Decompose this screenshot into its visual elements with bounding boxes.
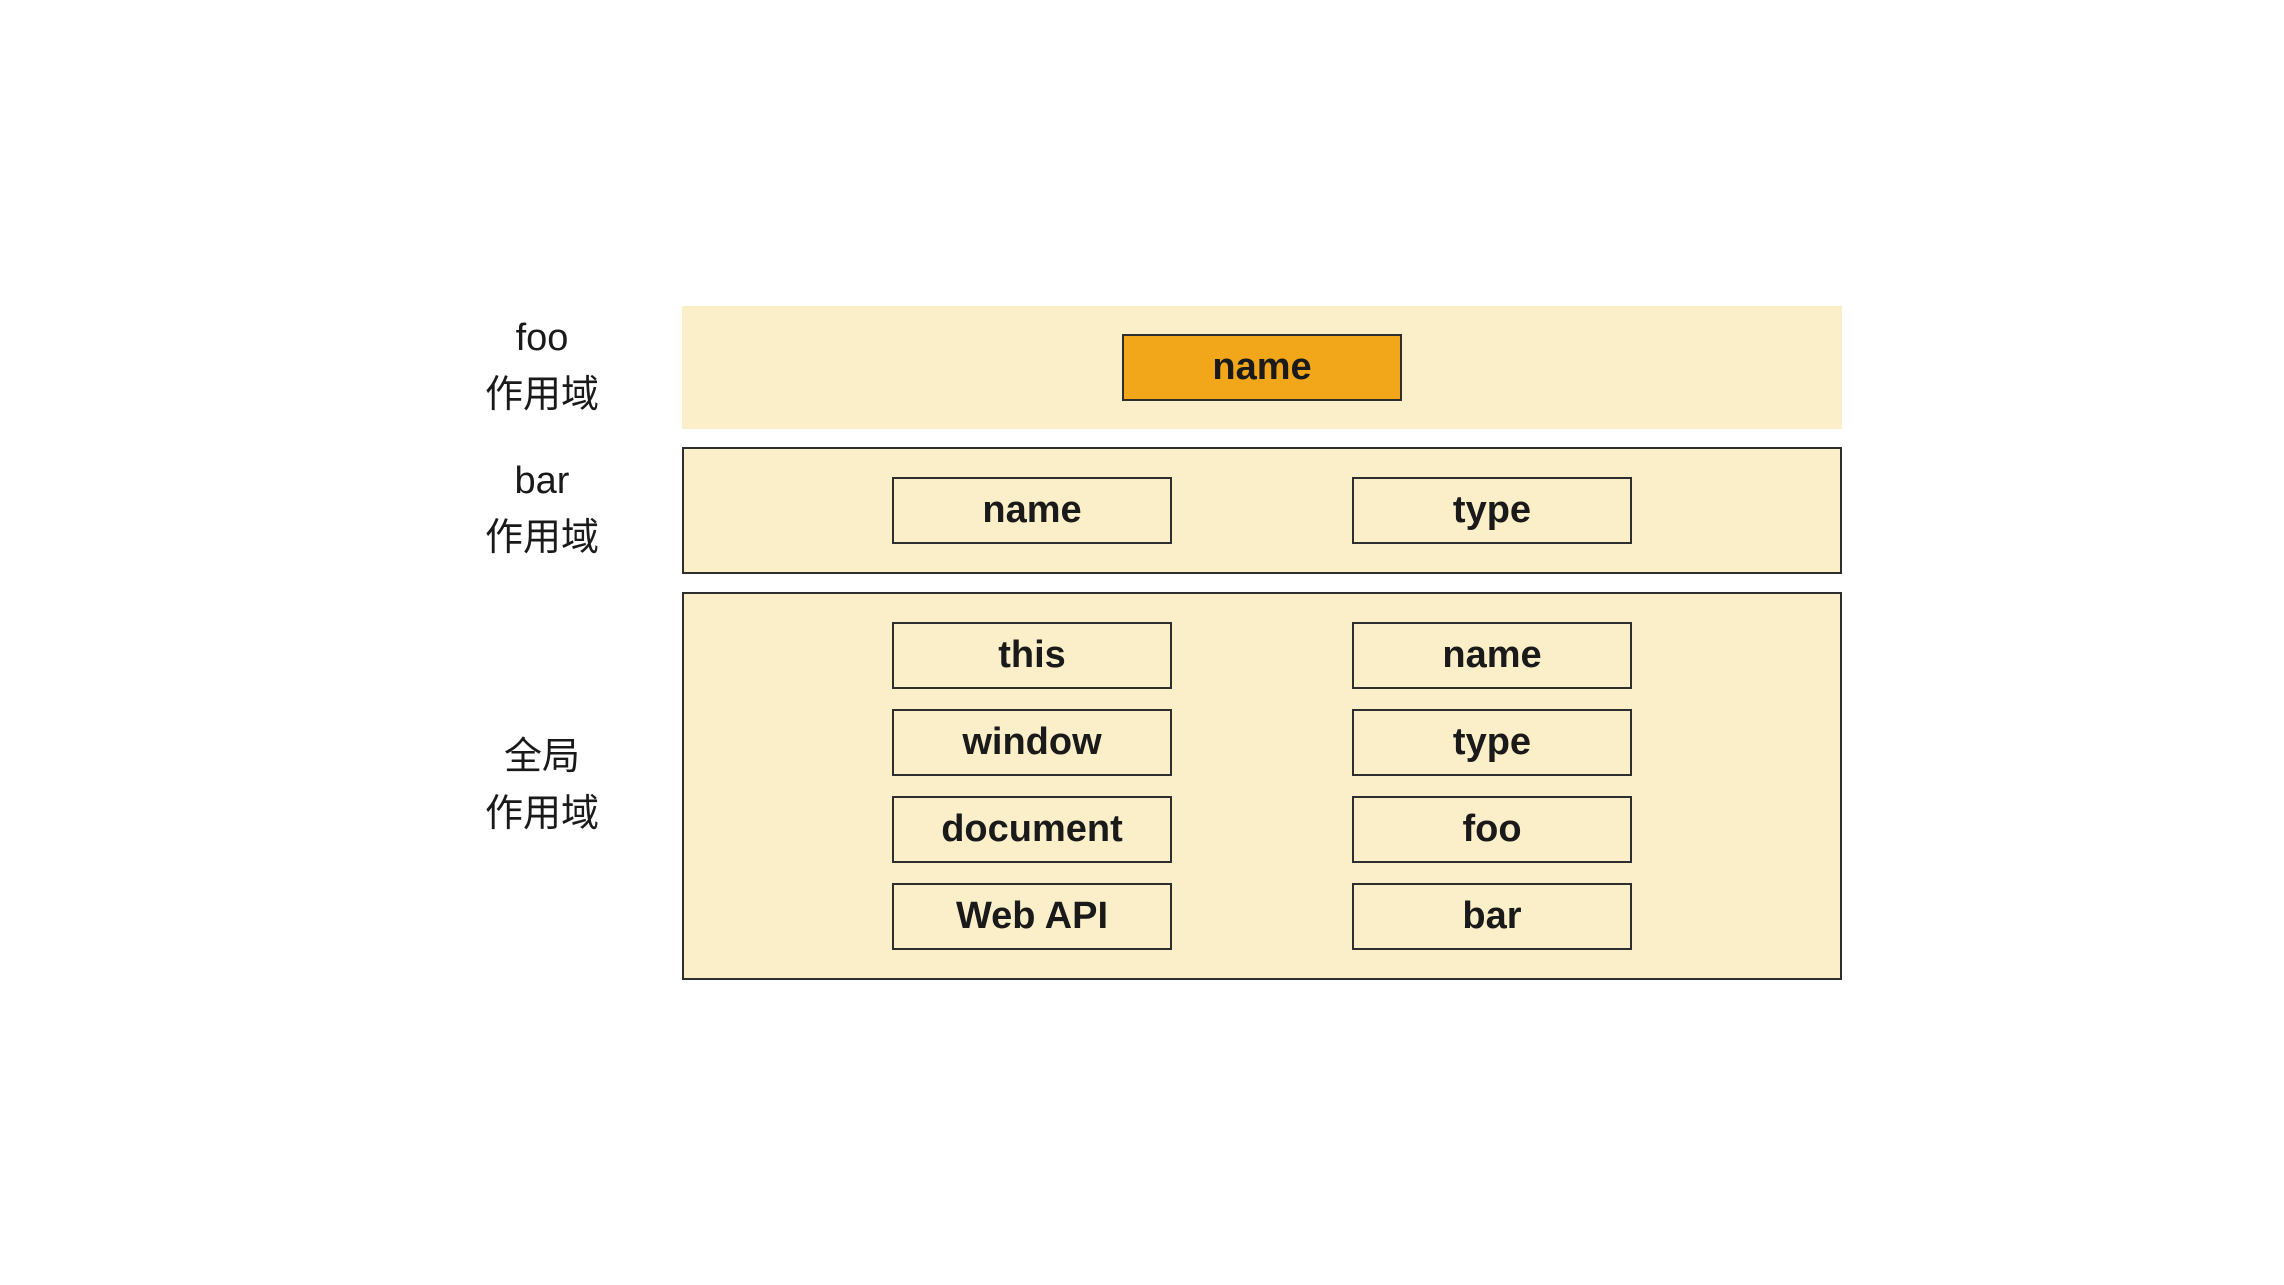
scope-label-global: 全局 作用域: [442, 729, 642, 843]
scope-row-bar: bar 作用域 name type: [442, 447, 1842, 574]
scope-box-bar: name type: [682, 447, 1842, 574]
scope-label-bar: bar 作用域: [442, 453, 642, 567]
scope-label-line1: foo: [516, 310, 569, 367]
scope-label-line2: 作用域: [485, 510, 599, 567]
var-box-type: type: [1352, 477, 1632, 544]
var-box-name: name: [892, 477, 1172, 544]
scope-box-global: this name window type document foo Web A…: [682, 592, 1842, 980]
var-box-bar: bar: [1352, 883, 1632, 950]
scope-label-foo: foo 作用域: [442, 310, 642, 424]
var-box-foo: foo: [1352, 796, 1632, 863]
scope-row-foo: foo 作用域 name: [442, 306, 1842, 429]
var-box-this: this: [892, 622, 1172, 689]
scope-box-foo: name: [682, 306, 1842, 429]
scope-inner-global: this name window type document foo Web A…: [892, 622, 1632, 950]
var-box-type: type: [1352, 709, 1632, 776]
scope-label-line2: 作用域: [485, 786, 599, 843]
scope-inner-foo: name: [1122, 334, 1402, 401]
var-box-name: name: [1352, 622, 1632, 689]
scope-diagram: foo 作用域 name bar 作用域 name type 全局 作用域: [442, 306, 1842, 980]
scope-label-line1: 全局: [504, 729, 580, 786]
var-box-document: document: [892, 796, 1172, 863]
scope-label-line1: bar: [515, 453, 570, 510]
scope-row-global: 全局 作用域 this name window type document fo…: [442, 592, 1842, 980]
var-box-name-highlighted: name: [1122, 334, 1402, 401]
scope-label-line2: 作用域: [485, 367, 599, 424]
var-box-webapi: Web API: [892, 883, 1172, 950]
scope-inner-bar: name type: [892, 477, 1632, 544]
var-box-window: window: [892, 709, 1172, 776]
